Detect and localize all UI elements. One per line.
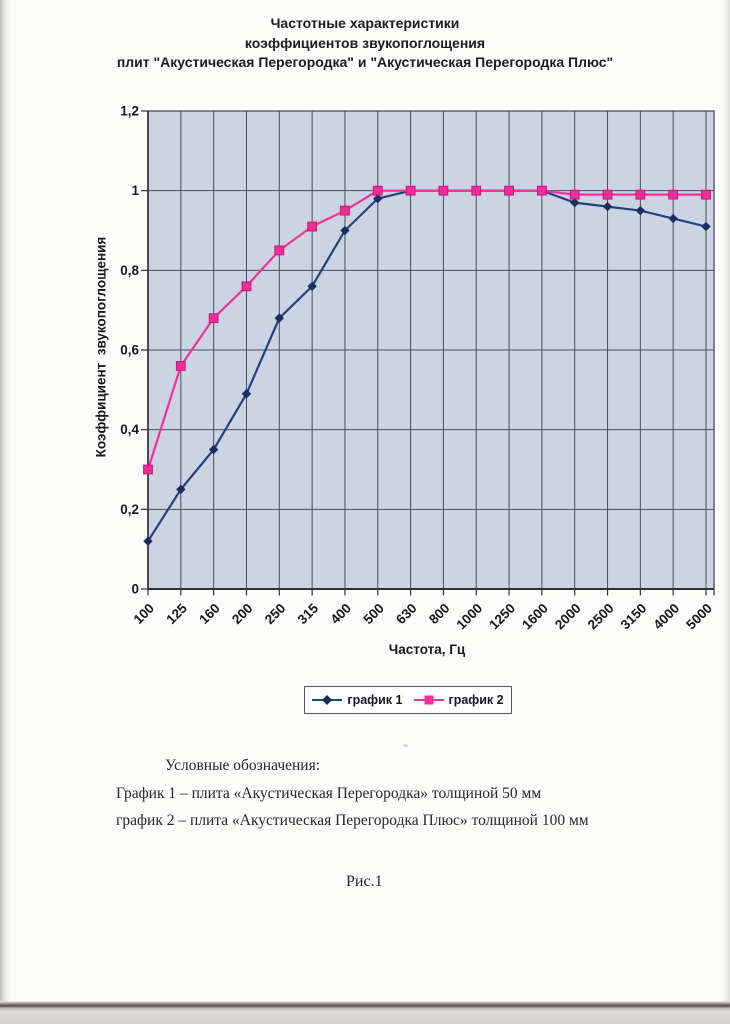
scan-edge-right: [722, 0, 730, 1024]
figure-caption: Рис.1: [346, 873, 383, 890]
notes-heading: Условные обозначения:: [165, 757, 321, 774]
absorption-coefficient-chart: 100 125 160 200 250 315 400 500 630 800 1000 1250 16…: [120, 104, 716, 633]
svg-text:315: 315: [295, 600, 322, 627]
svg-text:0,2: 0,2: [120, 502, 139, 517]
legend-entry-series-1: график 1: [312, 693, 403, 707]
svg-text:250: 250: [262, 601, 289, 628]
series-2: [143, 185, 711, 475]
title-line-3: плит "Акустическая Перегородка" и "Акуст…: [116, 54, 614, 70]
y-axis-title: Коэффициент звукопоглощения: [93, 236, 109, 458]
series-2-marker-icon: [413, 695, 444, 705]
svg-text:2500: 2500: [585, 601, 617, 633]
svg-text:0,6: 0,6: [120, 343, 139, 358]
svg-text:0,4: 0,4: [120, 422, 139, 437]
svg-text:5000: 5000: [683, 601, 715, 633]
title-line-2: коэффициентов звукопоглощения: [244, 34, 486, 51]
x-axis-title: Частота, Гц: [388, 642, 466, 657]
y-tick-labels: 0 0,2 0,4 0,6 0,8 1 1,2: [120, 104, 139, 597]
document-title: Частотные характеристики коэффициентов з…: [32, 14, 698, 73]
svg-text:200: 200: [229, 601, 256, 628]
scan-edge-left: [0, 0, 12, 1024]
legend-label-series-1: график 1: [347, 693, 403, 707]
svg-text:4000: 4000: [650, 601, 682, 633]
svg-text:2000: 2000: [552, 601, 584, 633]
svg-text:1600: 1600: [519, 601, 551, 633]
x-tick-labels: 100 125 160 200 250 315 400 500 630 800 1000 1250 16…: [131, 600, 716, 632]
axis-ticks: [141, 110, 715, 596]
svg-text:1000: 1000: [454, 601, 486, 633]
title-line-1: Частотные характеристики: [270, 15, 460, 31]
legend-entry-series-2: график 2: [413, 693, 504, 707]
svg-text:3150: 3150: [618, 601, 650, 633]
svg-text:400: 400: [328, 601, 355, 628]
notes-line-2: график 2 – плита «Акустическая Перегород…: [116, 812, 589, 829]
svg-text:0,8: 0,8: [120, 263, 139, 278]
svg-text:1: 1: [131, 183, 139, 198]
svg-text:0: 0: [131, 582, 139, 597]
svg-text:125: 125: [163, 600, 190, 627]
svg-text:630: 630: [393, 601, 420, 628]
svg-text:1250: 1250: [486, 601, 518, 633]
svg-text:800: 800: [426, 601, 453, 628]
series-1-marker-icon: [312, 695, 343, 705]
scan-edge-bottom: [0, 1001, 730, 1024]
svg-text:160: 160: [196, 601, 223, 628]
svg-text:1,2: 1,2: [120, 104, 139, 119]
scan-speck: [403, 744, 408, 747]
notes-line-1: График 1 – плита «Акустическая Перегород…: [116, 785, 542, 802]
legend-label-series-2: график 2: [448, 693, 504, 707]
svg-text:100: 100: [131, 601, 158, 628]
svg-text:500: 500: [360, 601, 387, 628]
chart-legend: график 1 график 2: [304, 686, 512, 714]
